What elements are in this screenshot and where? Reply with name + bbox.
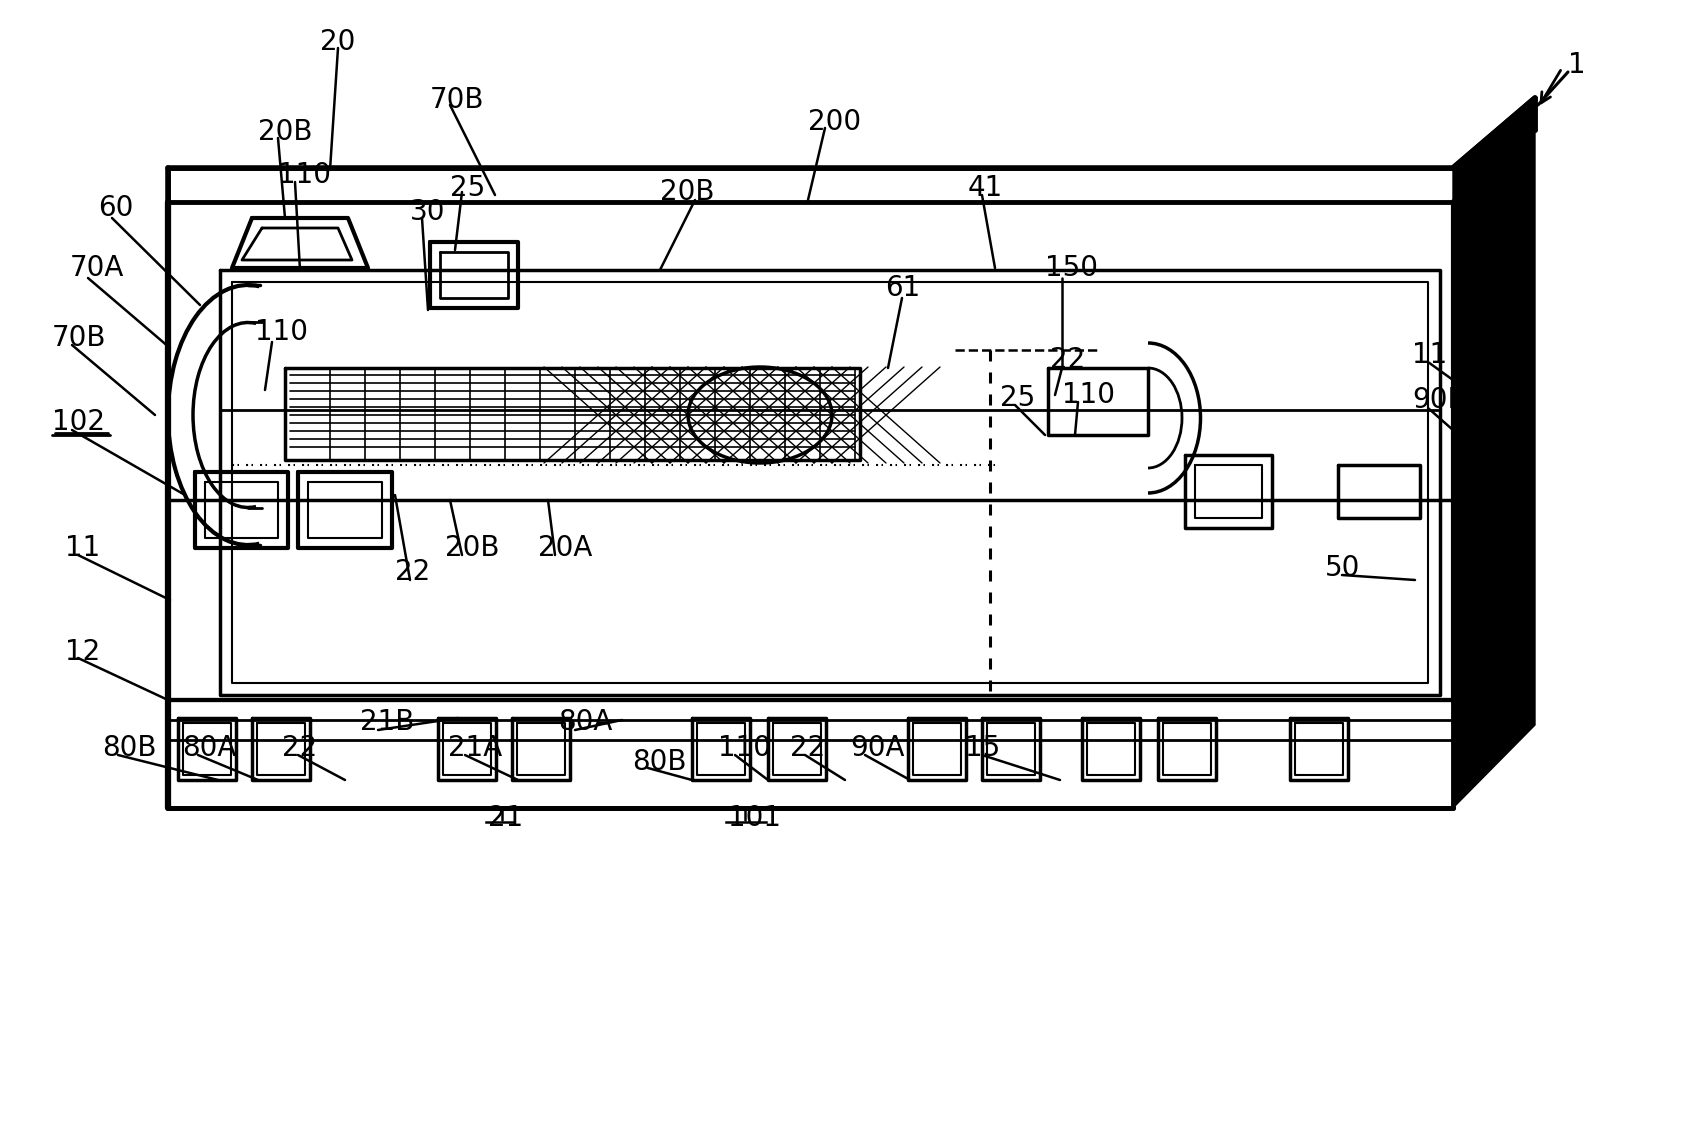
Text: 70B: 70B bbox=[53, 324, 107, 352]
Text: 110: 110 bbox=[718, 734, 771, 763]
Text: 110: 110 bbox=[255, 318, 308, 346]
Text: 200: 200 bbox=[808, 108, 861, 136]
Text: 1: 1 bbox=[1568, 51, 1586, 79]
Text: 22: 22 bbox=[395, 558, 431, 587]
Text: 22: 22 bbox=[283, 734, 317, 763]
Text: 60: 60 bbox=[99, 194, 133, 222]
Text: 30: 30 bbox=[410, 199, 446, 226]
Text: 20B: 20B bbox=[444, 534, 499, 562]
Text: 20: 20 bbox=[320, 28, 356, 56]
Text: 90A: 90A bbox=[849, 734, 904, 763]
Text: 22: 22 bbox=[790, 734, 825, 763]
Text: 70A: 70A bbox=[70, 254, 124, 282]
Text: 12: 12 bbox=[65, 638, 100, 666]
Text: 21B: 21B bbox=[361, 708, 414, 735]
Text: 20B: 20B bbox=[259, 118, 313, 146]
Text: 102: 102 bbox=[53, 408, 106, 437]
Text: 21: 21 bbox=[488, 804, 523, 832]
Text: 90B: 90B bbox=[1413, 386, 1467, 414]
Text: 101: 101 bbox=[728, 804, 781, 832]
Text: 20A: 20A bbox=[538, 534, 592, 562]
Text: 150: 150 bbox=[1045, 254, 1098, 282]
Text: 110: 110 bbox=[277, 161, 330, 190]
Text: 70B: 70B bbox=[431, 86, 485, 114]
Text: 80B: 80B bbox=[631, 748, 686, 776]
Text: 50: 50 bbox=[1324, 554, 1360, 582]
Text: 61: 61 bbox=[885, 274, 921, 302]
Text: 11: 11 bbox=[1413, 341, 1447, 369]
Polygon shape bbox=[1454, 98, 1535, 808]
Text: 20B: 20B bbox=[660, 178, 715, 206]
Text: 80A: 80A bbox=[182, 734, 237, 763]
Text: 80B: 80B bbox=[102, 734, 157, 763]
Text: 110: 110 bbox=[1062, 381, 1115, 409]
Text: 11: 11 bbox=[65, 534, 100, 562]
Text: 41: 41 bbox=[968, 174, 1002, 202]
Text: 25: 25 bbox=[1001, 384, 1035, 412]
Text: 25: 25 bbox=[449, 174, 485, 202]
Text: 22: 22 bbox=[1050, 346, 1086, 374]
Text: 15: 15 bbox=[965, 734, 1001, 763]
Text: 80A: 80A bbox=[558, 708, 613, 735]
Text: 21A: 21A bbox=[448, 734, 502, 763]
